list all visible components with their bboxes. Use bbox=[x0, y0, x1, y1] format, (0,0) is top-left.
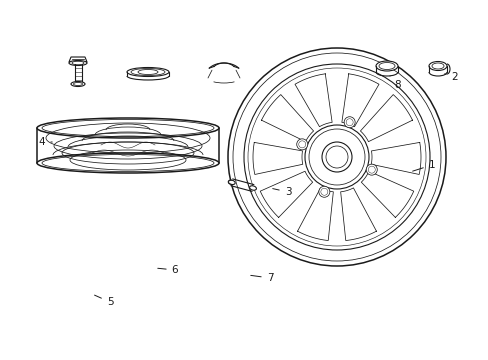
Ellipse shape bbox=[428, 62, 446, 71]
Polygon shape bbox=[340, 188, 376, 240]
Text: 3: 3 bbox=[272, 187, 291, 197]
Ellipse shape bbox=[375, 61, 397, 71]
Ellipse shape bbox=[228, 180, 235, 185]
Ellipse shape bbox=[37, 118, 219, 138]
Text: 4: 4 bbox=[39, 137, 52, 147]
Ellipse shape bbox=[296, 139, 307, 150]
Ellipse shape bbox=[71, 81, 85, 86]
Ellipse shape bbox=[227, 48, 445, 266]
Polygon shape bbox=[294, 74, 331, 127]
Ellipse shape bbox=[249, 186, 256, 190]
Ellipse shape bbox=[69, 60, 87, 66]
Ellipse shape bbox=[244, 64, 429, 250]
Ellipse shape bbox=[305, 125, 368, 189]
Polygon shape bbox=[370, 143, 420, 175]
Polygon shape bbox=[341, 74, 378, 127]
Polygon shape bbox=[260, 171, 312, 217]
Polygon shape bbox=[360, 95, 412, 141]
Polygon shape bbox=[252, 143, 302, 175]
Polygon shape bbox=[69, 57, 87, 62]
Text: 7: 7 bbox=[250, 273, 273, 283]
Ellipse shape bbox=[318, 186, 329, 197]
Polygon shape bbox=[361, 171, 413, 217]
Polygon shape bbox=[297, 188, 333, 240]
Text: 1: 1 bbox=[412, 160, 434, 171]
Ellipse shape bbox=[37, 153, 219, 173]
Ellipse shape bbox=[127, 68, 169, 77]
Ellipse shape bbox=[321, 142, 351, 172]
Ellipse shape bbox=[344, 117, 354, 128]
Text: 8: 8 bbox=[389, 76, 401, 90]
Ellipse shape bbox=[366, 164, 377, 175]
Text: 5: 5 bbox=[94, 295, 113, 307]
Polygon shape bbox=[261, 95, 313, 141]
Text: 6: 6 bbox=[158, 265, 178, 275]
Text: 2: 2 bbox=[444, 72, 457, 82]
